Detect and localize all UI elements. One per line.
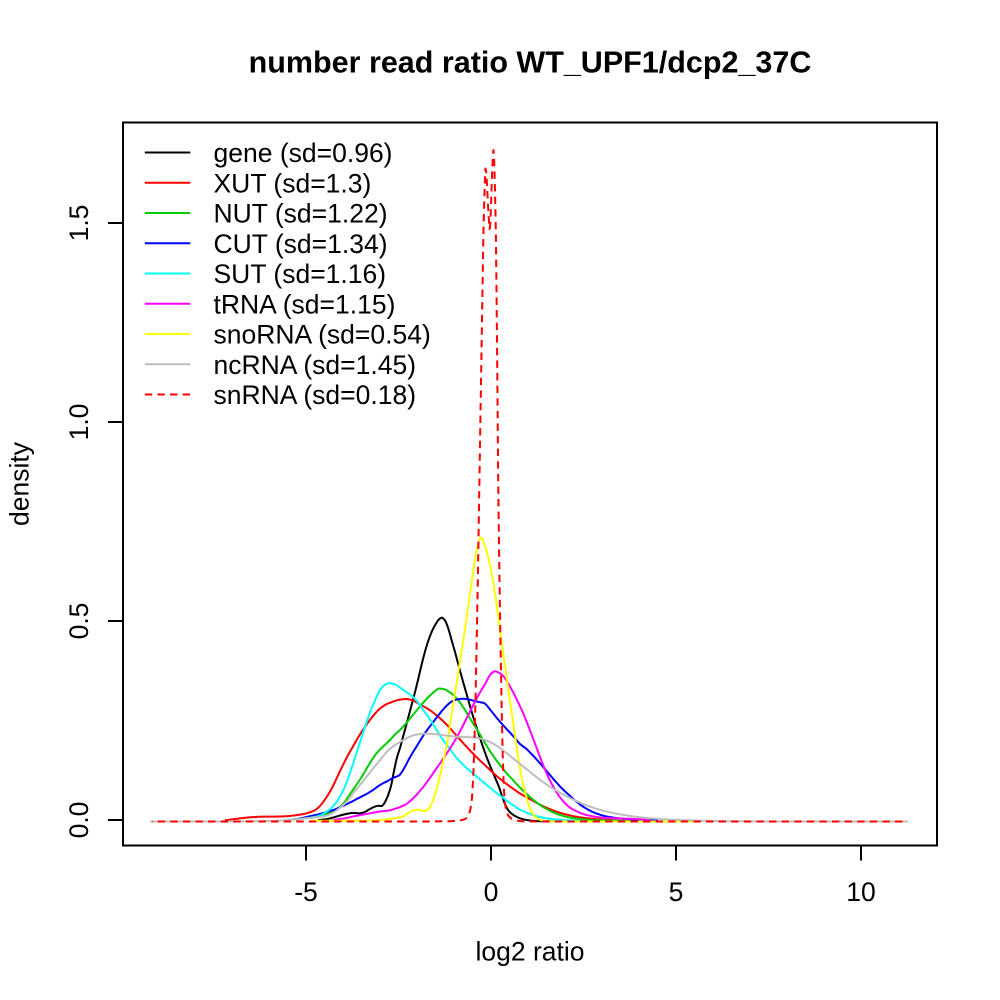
svg-text:SUT (sd=1.16): SUT (sd=1.16)	[214, 259, 387, 289]
svg-text:snRNA (sd=0.18): snRNA (sd=0.18)	[214, 380, 417, 410]
svg-text:snoRNA (sd=0.54): snoRNA (sd=0.54)	[214, 320, 431, 350]
svg-text:1.0: 1.0	[64, 404, 94, 441]
svg-text:10: 10	[846, 877, 875, 907]
svg-text:-5: -5	[294, 877, 318, 907]
svg-text:XUT (sd=1.3): XUT (sd=1.3)	[214, 168, 372, 198]
svg-text:log2 ratio: log2 ratio	[475, 936, 584, 966]
svg-text:ncRNA (sd=1.45): ncRNA (sd=1.45)	[214, 350, 417, 380]
svg-text:0.5: 0.5	[64, 603, 94, 640]
svg-text:tRNA (sd=1.15): tRNA (sd=1.15)	[214, 289, 396, 319]
svg-text:1.5: 1.5	[64, 205, 94, 242]
svg-text:gene (sd=0.96): gene (sd=0.96)	[214, 138, 393, 168]
svg-text:0.0: 0.0	[64, 802, 94, 839]
svg-text:number read ratio WT_UPF1/dcp2: number read ratio WT_UPF1/dcp2_37C	[249, 46, 812, 80]
svg-text:5: 5	[669, 877, 684, 907]
svg-text:NUT (sd=1.22): NUT (sd=1.22)	[214, 199, 388, 229]
svg-text:density: density	[5, 441, 35, 526]
svg-text:CUT (sd=1.34): CUT (sd=1.34)	[214, 229, 388, 259]
svg-text:0: 0	[484, 877, 499, 907]
